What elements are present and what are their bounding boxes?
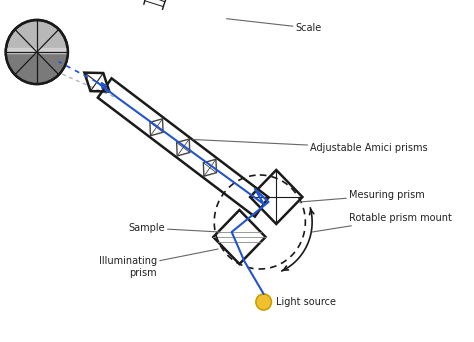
- Text: Sample: Sample: [128, 223, 220, 233]
- Text: Mesuring prism: Mesuring prism: [300, 190, 425, 202]
- Text: Adjustable Amici prisms: Adjustable Amici prisms: [193, 140, 428, 153]
- Text: Illuminating
prism: Illuminating prism: [99, 249, 218, 278]
- Circle shape: [6, 20, 68, 84]
- Text: Rotable prism mount: Rotable prism mount: [312, 213, 452, 232]
- Circle shape: [256, 294, 272, 310]
- Text: Scale: Scale: [227, 19, 322, 33]
- Wedge shape: [6, 52, 68, 84]
- Text: Scale: Scale: [0, 341, 1, 342]
- Text: Light source: Light source: [276, 297, 336, 307]
